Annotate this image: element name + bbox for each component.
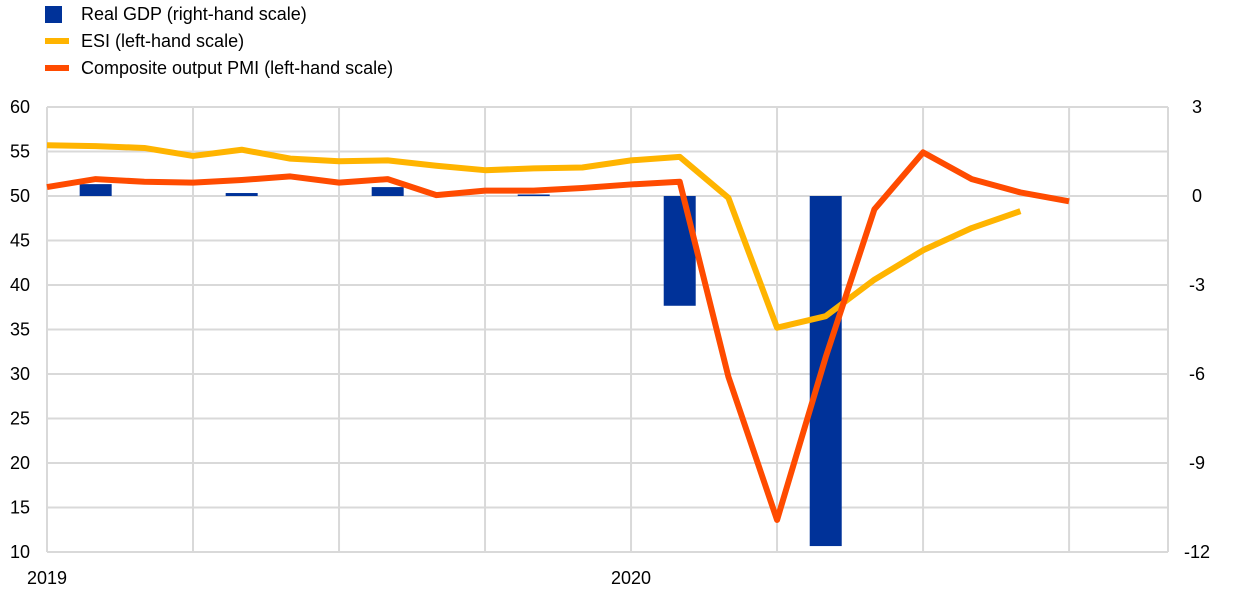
gdp-bar bbox=[663, 196, 696, 306]
left-axis-tick-label: 40 bbox=[10, 275, 30, 295]
left-axis-tick-label: 10 bbox=[10, 542, 30, 562]
left-axis-tick-label: 55 bbox=[10, 142, 30, 162]
bars bbox=[79, 184, 842, 547]
legend-label: Composite output PMI (left-hand scale) bbox=[81, 58, 393, 78]
right-axis-tick-label: -3 bbox=[1189, 275, 1205, 295]
right-axis-tick-label: 0 bbox=[1192, 186, 1202, 206]
left-axis-tick-label: 30 bbox=[10, 364, 30, 384]
axes: 10 15 20 25 30 35 40 45 50 55 60 -12 -9 -6 -3 0 3 2019 202… bbox=[10, 97, 1210, 588]
left-axis-tick-label: 20 bbox=[10, 453, 30, 473]
lines bbox=[46, 142, 1070, 523]
legend: Real GDP (right-hand scale) ESI (left-han… bbox=[45, 4, 393, 78]
left-axis-tick-label: 15 bbox=[10, 498, 30, 518]
pmi-line bbox=[46, 149, 1070, 523]
left-axis-tick-label: 35 bbox=[10, 320, 30, 340]
legend-label: ESI (left-hand scale) bbox=[81, 31, 244, 51]
x-axis-tick-label: 2020 bbox=[611, 568, 651, 588]
gdp-bar bbox=[809, 196, 842, 547]
legend-swatch-gdp bbox=[45, 6, 62, 23]
right-axis-tick-label: -6 bbox=[1189, 364, 1205, 384]
left-axis-tick-label: 60 bbox=[10, 97, 30, 117]
gdp-bar bbox=[517, 194, 550, 196]
left-axis-tick-label: 45 bbox=[10, 231, 30, 251]
right-axis-tick-label: -12 bbox=[1184, 542, 1210, 562]
x-axis-tick-label: 2019 bbox=[27, 568, 67, 588]
legend-label: Real GDP (right-hand scale) bbox=[81, 4, 307, 24]
gdp-bar bbox=[79, 184, 112, 196]
grid bbox=[46, 106, 1169, 553]
right-axis-tick-label: -9 bbox=[1189, 453, 1205, 473]
right-axis-tick-label: 3 bbox=[1192, 97, 1202, 117]
legend-swatch-pmi bbox=[45, 65, 69, 71]
left-axis-tick-label: 25 bbox=[10, 409, 30, 429]
gdp-bar bbox=[371, 187, 404, 196]
left-axis-tick-label: 50 bbox=[10, 186, 30, 206]
gdp-bar bbox=[225, 193, 258, 196]
esi-line bbox=[46, 142, 1022, 331]
legend-swatch-esi bbox=[45, 38, 69, 44]
